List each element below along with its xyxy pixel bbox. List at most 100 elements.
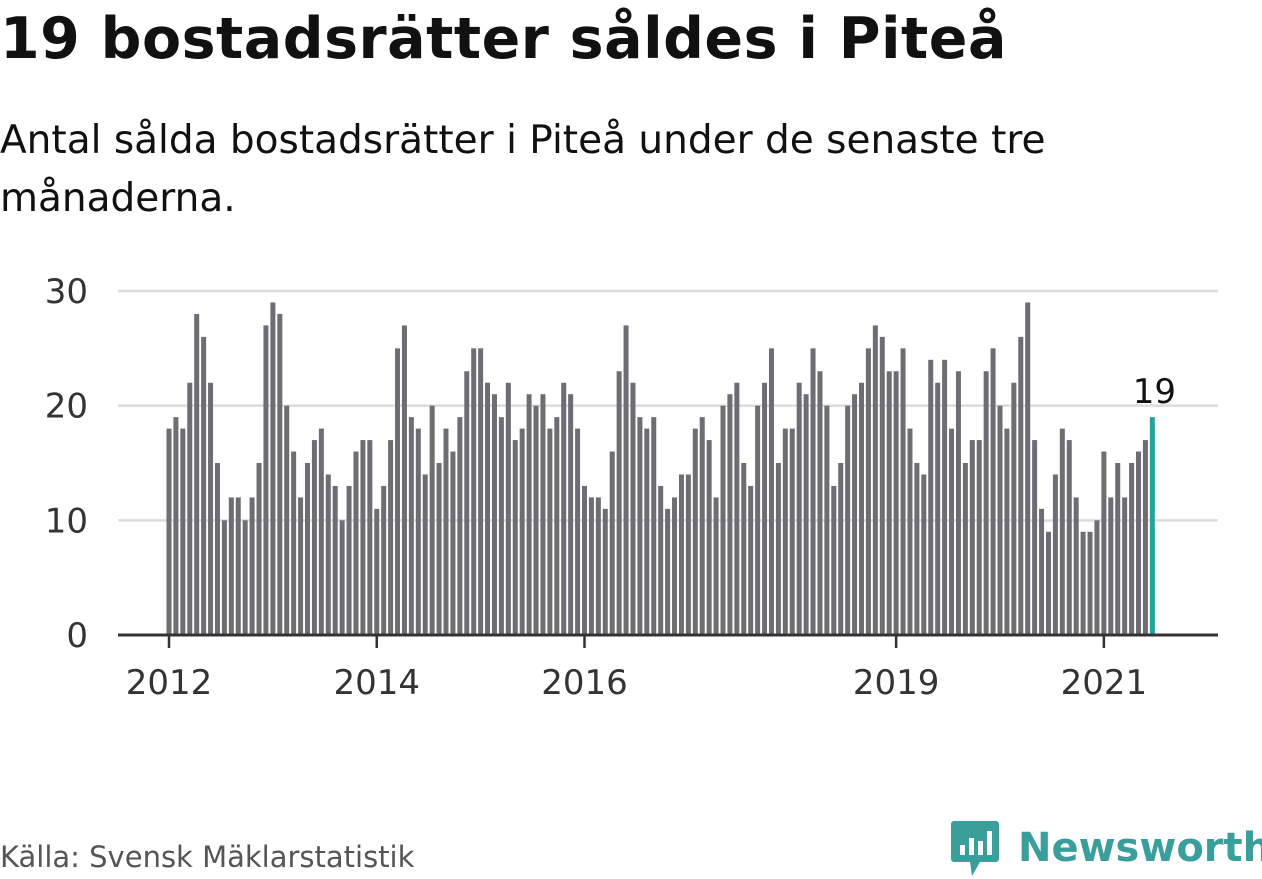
bar xyxy=(381,485,387,635)
bar xyxy=(187,382,193,635)
bar xyxy=(582,485,587,635)
bar xyxy=(311,440,317,635)
bar xyxy=(450,451,456,635)
bar xyxy=(1101,451,1107,635)
bar xyxy=(1136,451,1141,635)
bar xyxy=(595,497,601,635)
bar xyxy=(685,474,691,635)
bar xyxy=(1059,428,1065,635)
bar xyxy=(1004,428,1010,635)
bar-chart: 010203020122014201620192021202319 xyxy=(45,272,1218,703)
bar xyxy=(768,348,774,635)
bar xyxy=(588,497,594,635)
bar xyxy=(1032,440,1038,635)
bar xyxy=(436,463,442,635)
bar xyxy=(353,451,359,635)
y-tick-label: 20 xyxy=(45,387,88,427)
bar xyxy=(360,440,366,635)
bar xyxy=(284,405,290,635)
bar xyxy=(983,371,989,635)
bar xyxy=(443,428,449,635)
bar xyxy=(533,405,539,635)
bar xyxy=(547,428,553,635)
bar xyxy=(270,302,276,635)
bar xyxy=(388,440,394,635)
bar xyxy=(263,325,269,635)
bar xyxy=(796,382,802,635)
bar xyxy=(512,440,518,635)
x-tick-label: 2021 xyxy=(1061,663,1148,703)
bar xyxy=(298,497,304,635)
bar xyxy=(464,371,470,635)
bar xyxy=(838,463,844,635)
bar xyxy=(969,440,975,635)
bar xyxy=(616,371,622,635)
bar xyxy=(949,428,955,635)
bar xyxy=(1129,463,1135,635)
bar xyxy=(872,325,878,635)
bar xyxy=(575,428,581,635)
bar xyxy=(865,348,871,635)
bar xyxy=(817,371,823,635)
bar xyxy=(921,474,927,635)
x-tick-label: 2012 xyxy=(126,663,213,703)
bar xyxy=(859,382,864,635)
bar xyxy=(755,405,761,635)
bar xyxy=(672,497,678,635)
bar xyxy=(505,382,511,635)
bar xyxy=(256,463,262,635)
bar xyxy=(1122,497,1128,635)
bar xyxy=(374,508,380,635)
bar xyxy=(658,485,664,635)
bar xyxy=(554,417,560,635)
bar xyxy=(637,417,643,635)
bar xyxy=(395,348,401,635)
bar xyxy=(318,428,324,635)
bar xyxy=(886,371,892,635)
bar xyxy=(346,485,352,635)
bar xyxy=(665,508,671,635)
bar xyxy=(415,428,421,635)
bar xyxy=(242,520,248,635)
bar xyxy=(1080,531,1086,635)
bar xyxy=(879,336,885,635)
bar xyxy=(478,348,484,635)
bar xyxy=(1142,440,1148,635)
brand-name: Newsworthy xyxy=(1018,825,1262,871)
bar xyxy=(928,359,934,635)
bar xyxy=(568,394,574,635)
bar xyxy=(845,405,851,635)
bar xyxy=(706,440,712,635)
bar xyxy=(935,382,941,635)
bar xyxy=(734,382,740,635)
bar xyxy=(990,348,996,635)
bar xyxy=(824,405,830,635)
bar xyxy=(429,405,435,635)
bar xyxy=(727,394,733,635)
bar xyxy=(526,394,532,635)
bar xyxy=(644,428,650,635)
bar xyxy=(762,382,768,635)
bar xyxy=(789,428,795,635)
bar xyxy=(852,394,858,635)
bar xyxy=(401,325,407,635)
bar xyxy=(623,325,629,635)
bar xyxy=(180,428,186,635)
bar xyxy=(194,313,200,635)
bar xyxy=(498,417,504,635)
bar xyxy=(1073,497,1079,635)
bar xyxy=(741,463,747,635)
y-tick-label: 30 xyxy=(45,272,88,312)
brand-logo[interactable]: Newsworthy xyxy=(950,818,1262,878)
bar xyxy=(678,474,684,635)
bar xyxy=(339,520,345,635)
bar xyxy=(1045,531,1051,635)
x-tick-label: 2019 xyxy=(853,663,940,703)
bar xyxy=(173,417,179,635)
chart-title: 19 bostadsrätter såldes i Piteå xyxy=(0,6,1007,72)
newsworthy-logo-icon xyxy=(951,821,999,876)
bar xyxy=(782,428,788,635)
bar xyxy=(208,382,214,635)
bar xyxy=(235,497,241,635)
bar xyxy=(720,405,726,635)
